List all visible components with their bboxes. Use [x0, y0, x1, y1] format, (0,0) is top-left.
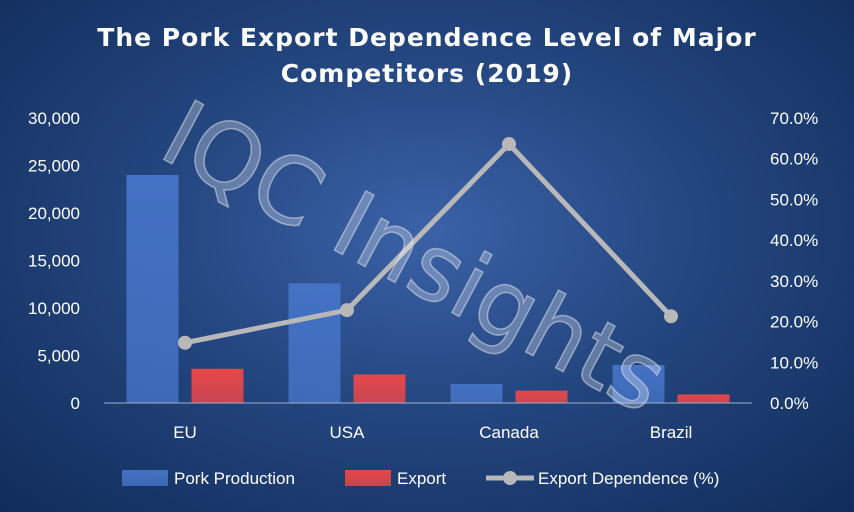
legend-swatch-marker [503, 471, 517, 485]
bar-series [126, 175, 730, 403]
left-tick-label: 15,000 [28, 252, 80, 271]
production-bar-canada [450, 384, 503, 403]
left-tick-label: 25,000 [28, 157, 80, 176]
right-axis-ticks: 0.0% 10.0% 20.0% 30.0% 40.0% 50.0% 60.0% 70.0% [770, 109, 818, 413]
right-tick-label: 60.0% [770, 150, 818, 169]
x-axis-labels: EU USA Canada Brazil [173, 423, 692, 442]
line-series [178, 137, 678, 350]
legend-label: Export Dependence (%) [538, 469, 719, 488]
legend-label: Pork Production [174, 469, 295, 488]
left-axis-ticks: 0 5,000 10,000 15,000 20,000 25,000 30,000 [28, 109, 80, 413]
chart-title-line-2: Competitors (2019) [281, 59, 573, 88]
right-tick-label: 10.0% [770, 353, 818, 372]
production-bar-brazil [612, 365, 665, 403]
left-tick-label: 0 [71, 394, 80, 413]
export-bar-usa [353, 374, 406, 403]
x-tick-label: USA [330, 423, 366, 442]
left-tick-label: 5,000 [37, 347, 80, 366]
right-tick-label: 40.0% [770, 231, 818, 250]
export-bar-brazil [677, 394, 730, 403]
export-dependence-line [182, 141, 674, 346]
x-tick-label: Brazil [650, 423, 693, 442]
x-tick-label: EU [173, 423, 197, 442]
left-tick-label: 10,000 [28, 299, 80, 318]
right-tick-label: 20.0% [770, 313, 818, 332]
left-tick-label: 30,000 [28, 109, 80, 128]
export-bar-eu [191, 368, 244, 403]
export-dependence-point-brazil [664, 309, 678, 324]
export-bar-canada [515, 390, 568, 403]
chart-title-line-1: The Pork Export Dependence Level of Majo… [97, 23, 756, 52]
right-tick-label: 0.0% [770, 394, 809, 413]
chart-title: The Pork Export Dependence Level of Majo… [97, 23, 756, 88]
right-tick-label: 70.0% [770, 109, 818, 128]
left-tick-label: 20,000 [28, 204, 80, 223]
production-bar-eu [126, 175, 179, 403]
legend-swatch-1 [345, 470, 391, 486]
x-tick-label: Canada [479, 423, 539, 442]
legend-label: Export [397, 469, 446, 488]
legend: Pork Production Export Export Dependence (… [122, 469, 719, 488]
legend-swatch-0 [122, 470, 168, 486]
right-tick-label: 30.0% [770, 272, 818, 291]
export-dependence-point-eu [178, 335, 192, 350]
right-tick-label: 50.0% [770, 190, 818, 209]
export-dependence-point-canada [502, 137, 516, 152]
export-dependence-point-usa [340, 303, 354, 318]
production-bar-usa [288, 283, 341, 403]
